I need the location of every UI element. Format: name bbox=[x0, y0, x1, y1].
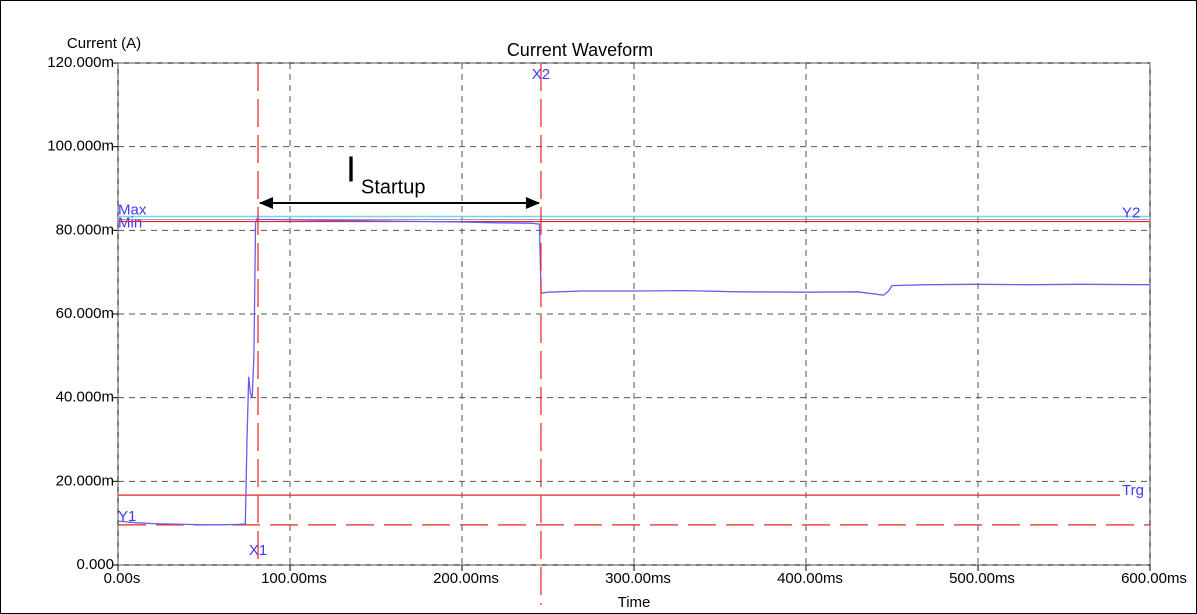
x-tick-label: 200.00ms bbox=[433, 570, 499, 587]
x-tick-label: 300.00ms bbox=[605, 570, 671, 587]
y-tick-label: 20.000m bbox=[56, 472, 114, 489]
x-tick-label: 100.00ms bbox=[261, 570, 327, 587]
x-cursor-label: X2 bbox=[532, 66, 550, 83]
y-cursor-label: Y2 bbox=[1122, 205, 1140, 222]
waveform bbox=[117, 217, 1151, 526]
chart-title: Current Waveform bbox=[507, 40, 653, 60]
y-tick-label: 80.000m bbox=[56, 221, 114, 238]
x-cursor-label: X1 bbox=[249, 542, 267, 559]
x-tick-label: 500.00ms bbox=[949, 570, 1015, 587]
trigger-label: Trg bbox=[1122, 482, 1144, 499]
annotation-text: I bbox=[346, 149, 356, 190]
min-label: Min bbox=[118, 214, 142, 231]
y-tick-label: 120.000m bbox=[47, 54, 114, 71]
x-axis-label: Time bbox=[618, 594, 651, 611]
y-tick-label: 40.000m bbox=[56, 389, 114, 406]
x-tick-label: 600.00ms bbox=[1121, 570, 1187, 587]
max-label: Max bbox=[118, 201, 147, 218]
x-tick-label: 400.00ms bbox=[777, 570, 843, 587]
y-tick-label: 100.000m bbox=[47, 138, 114, 155]
y-cursor-label: Y1 bbox=[118, 508, 136, 525]
y-tick-label: 60.000m bbox=[56, 305, 114, 322]
arrow-head bbox=[259, 197, 274, 209]
annotation-subscript: Startup bbox=[361, 176, 425, 198]
x-tick-label: 0.00s bbox=[104, 570, 141, 587]
y-tick-label: 0.000 bbox=[76, 556, 114, 573]
arrow-head bbox=[525, 197, 540, 209]
y-axis-label: Current (A) bbox=[67, 35, 141, 52]
